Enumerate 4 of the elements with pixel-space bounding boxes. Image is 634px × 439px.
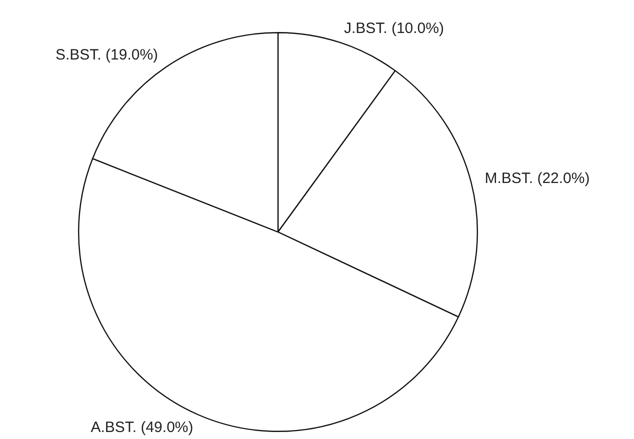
slice-label: A.BST. (49.0%): [90, 418, 194, 436]
slice-label: J.BST. (10.0%): [344, 20, 444, 38]
slice-label: M.BST. (22.0%): [484, 170, 590, 188]
slice-label: S.BST. (19.0%): [56, 46, 158, 64]
